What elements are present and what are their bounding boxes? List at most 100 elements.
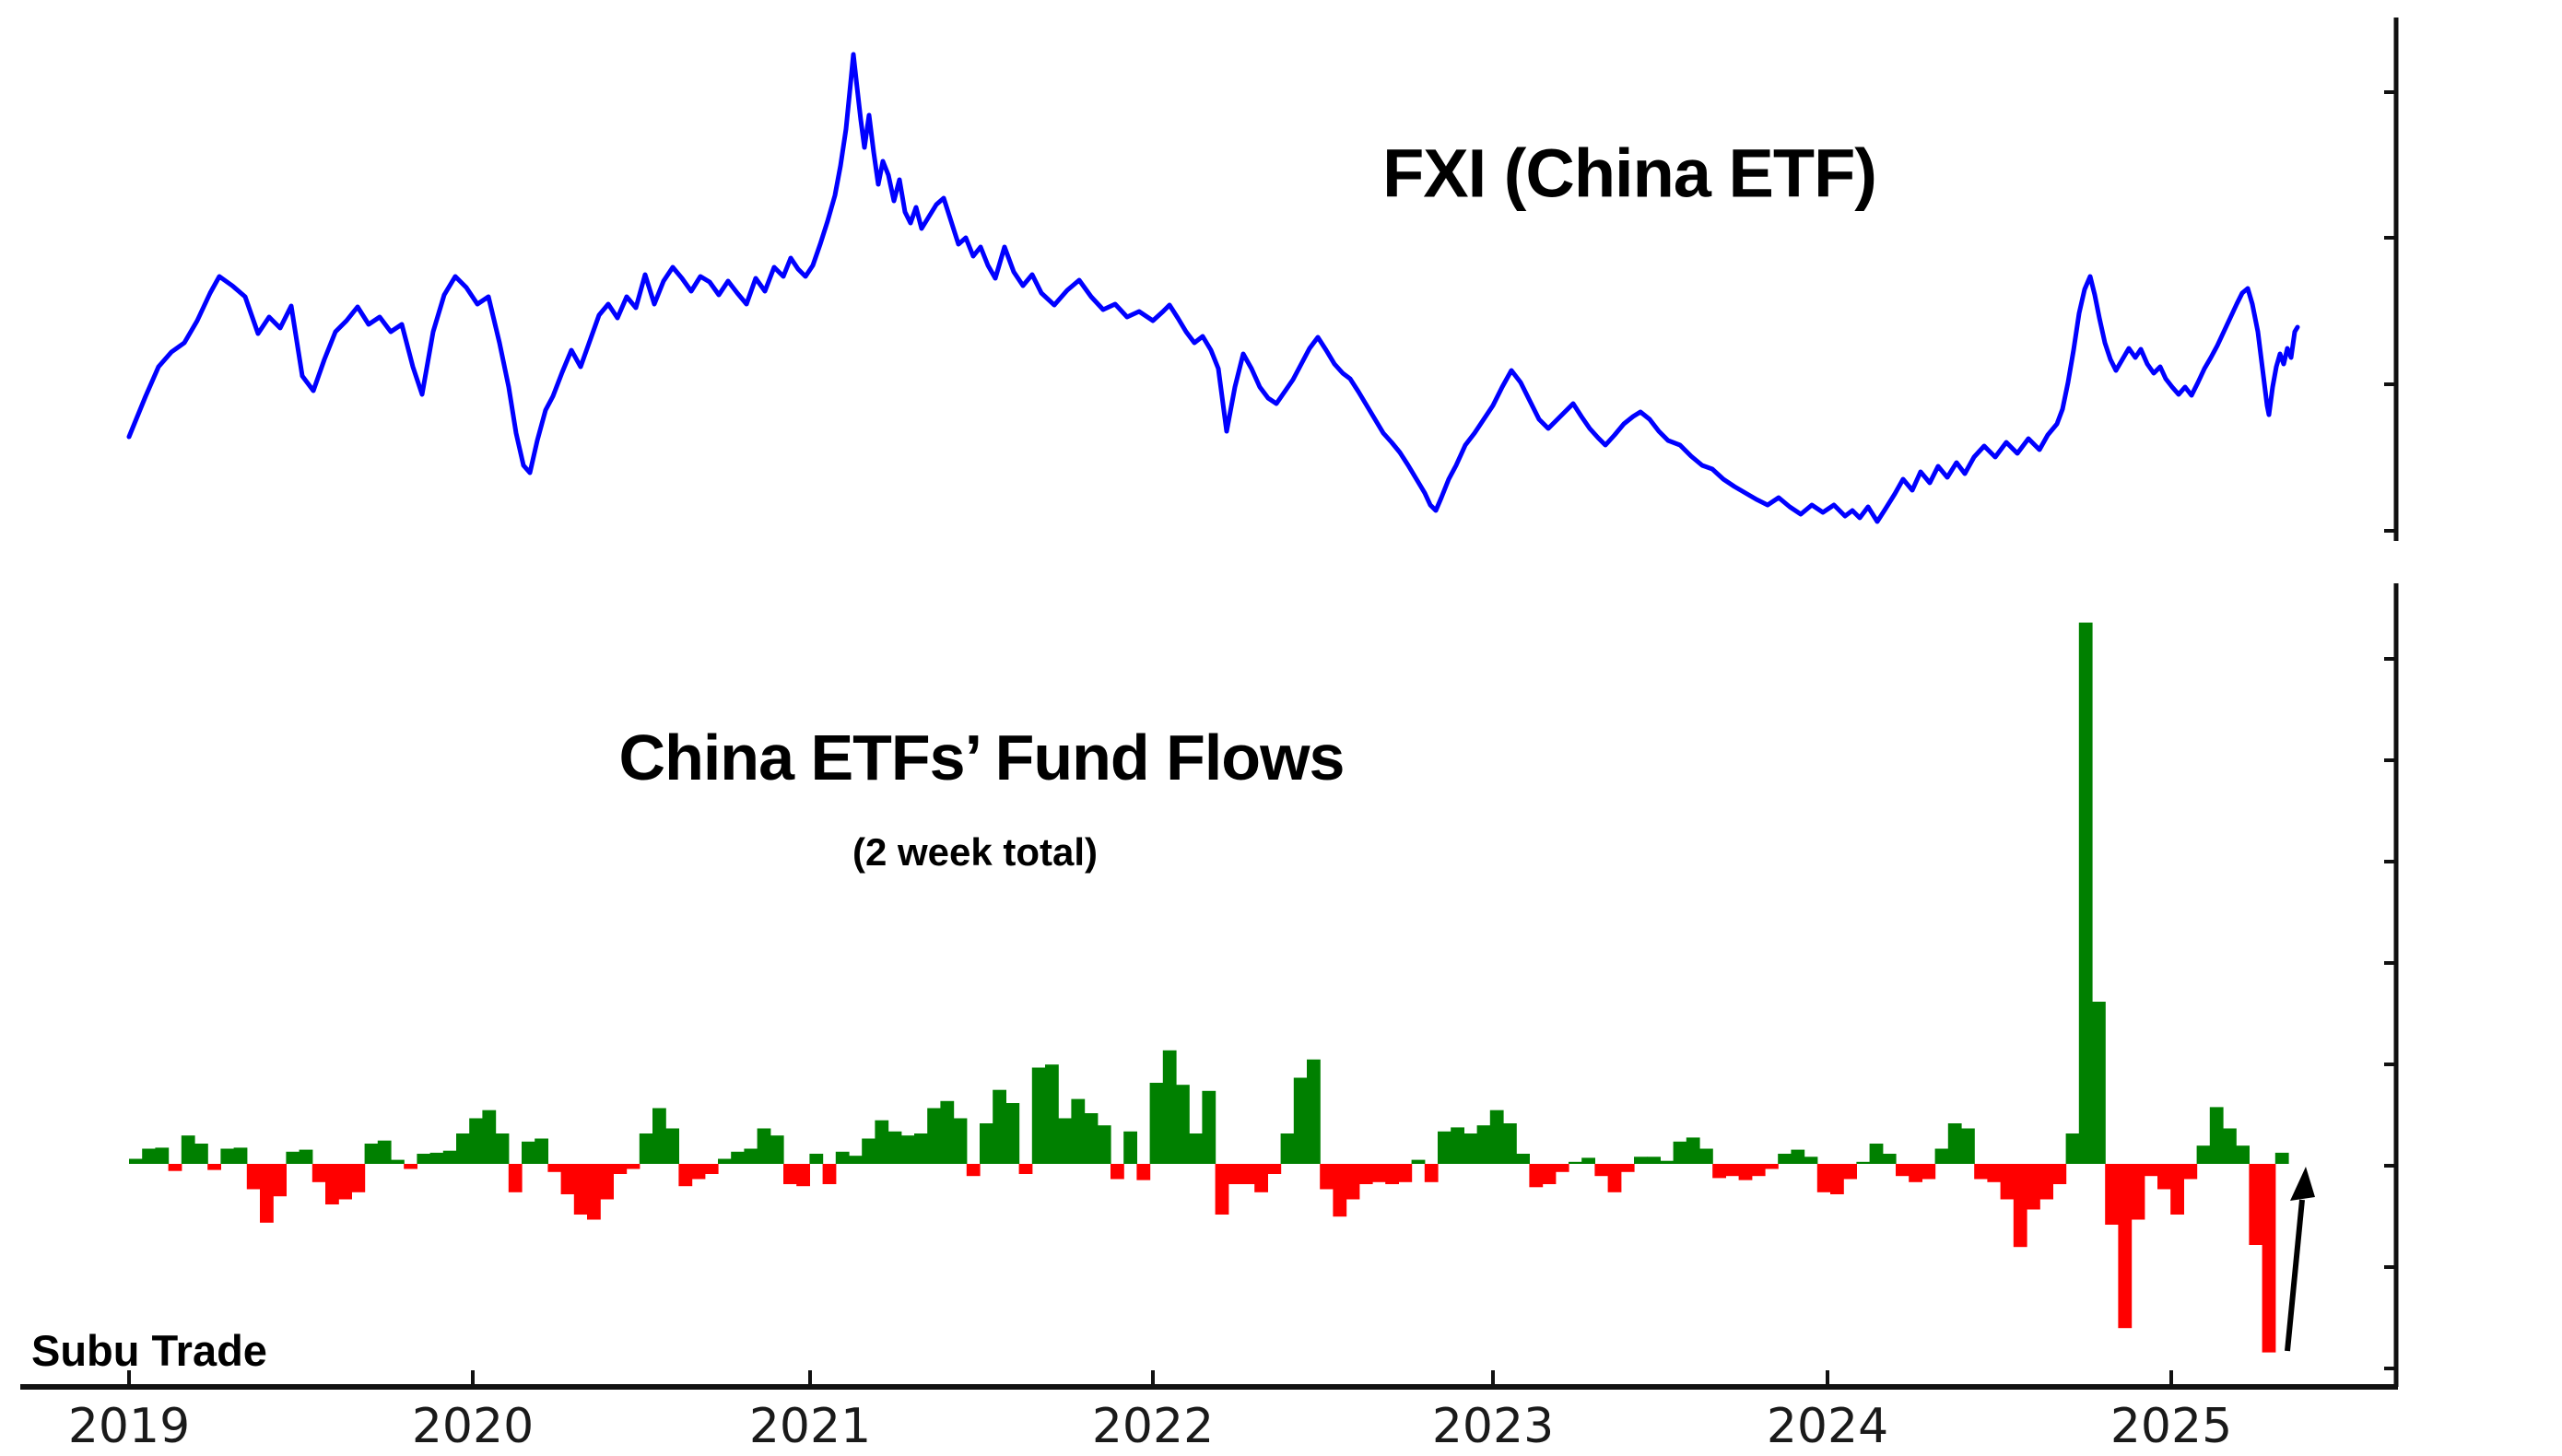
outflow-bar [404, 1164, 417, 1169]
outflow-bar [1843, 1164, 1857, 1180]
inflow-bar [522, 1141, 535, 1164]
inflow-bar [1071, 1098, 1086, 1164]
inflow-bar [1961, 1128, 1975, 1164]
outflow-bar [2183, 1164, 2198, 1180]
outflow-bar [796, 1164, 810, 1187]
inflow-bar [835, 1151, 850, 1164]
inflow-bar [1476, 1125, 1491, 1164]
up-arrow-shaft [2285, 1199, 2305, 1352]
inflow-bar [757, 1128, 771, 1164]
inflow-bar [1280, 1133, 1295, 1164]
outflow-bar [325, 1164, 339, 1204]
inflow-bar [1058, 1118, 1072, 1164]
outflow-bar [1765, 1164, 1779, 1169]
outflow-bar [1738, 1164, 1753, 1180]
inflow-bar [1463, 1133, 1478, 1164]
outflow-bar [1555, 1164, 1569, 1172]
inflow-bar [900, 1135, 915, 1164]
outflow-bar [573, 1164, 588, 1215]
outflow-bar [1896, 1164, 1910, 1177]
outflow-bar [2131, 1164, 2145, 1220]
inflow-bar [1123, 1131, 1137, 1164]
outflow-bar [1372, 1164, 1386, 1182]
inflow-bar [875, 1120, 889, 1164]
inflow-bar [194, 1144, 208, 1164]
inflow-bar [1686, 1137, 1700, 1164]
outflow-bar [587, 1164, 601, 1220]
outflow-bar [1333, 1164, 1347, 1217]
outflow-bar [1607, 1164, 1622, 1192]
inflow-bar [181, 1135, 195, 1164]
inflow-bar [1176, 1085, 1190, 1164]
outflow-bar [1594, 1164, 1609, 1177]
inflow-bar [286, 1151, 300, 1164]
outflow-bar [260, 1164, 274, 1223]
inflow-bar [953, 1118, 968, 1164]
inflow-bar [914, 1133, 928, 1164]
x-tick-label-2024: 2024 [1766, 1399, 1889, 1454]
inflow-bar [862, 1138, 876, 1164]
inflow-bar [1778, 1154, 1792, 1164]
inflow-bar [2236, 1145, 2250, 1164]
inflow-bar [940, 1100, 955, 1164]
inflow-bar [377, 1140, 392, 1164]
outflow-bar [2039, 1164, 2053, 1200]
inflow-bar [429, 1152, 444, 1164]
inflow-bar [2065, 1133, 2080, 1164]
inflow-bar [2274, 1152, 2289, 1164]
inflow-bar [2209, 1107, 2224, 1164]
outflow-bar [2105, 1164, 2119, 1225]
outflow-bar [1136, 1164, 1151, 1180]
bottom-chart-subtitle: (2 week total) [852, 830, 1099, 874]
outflow-bar [613, 1164, 628, 1174]
inflow-bar [1031, 1067, 1046, 1164]
inflow-bar [927, 1108, 941, 1164]
outflow-bar [547, 1164, 562, 1172]
outflow-bar [2170, 1164, 2184, 1215]
inflow-bar [456, 1133, 470, 1164]
inflow-bar [482, 1110, 497, 1164]
outflow-bar [1320, 1164, 1334, 1190]
outflow-bar [1529, 1164, 1544, 1188]
outflow-bar [311, 1164, 326, 1182]
inflow-bar [1934, 1148, 1949, 1164]
inflow-bar [364, 1144, 379, 1164]
outflow-bar [822, 1164, 837, 1184]
inflow-bar [1411, 1159, 1426, 1164]
inflow-bar [2196, 1145, 2211, 1164]
inflow-bar [2223, 1128, 2237, 1164]
inflow-bar [1293, 1077, 1308, 1164]
outflow-bar [560, 1164, 575, 1194]
inflow-bar [718, 1158, 732, 1164]
inflow-bar [809, 1154, 824, 1164]
outflow-bar [966, 1164, 981, 1177]
inflow-bar [993, 1089, 1006, 1164]
inflow-bar [1869, 1144, 1884, 1164]
inflow-bar [1162, 1050, 1177, 1164]
inflow-bar [2092, 1002, 2106, 1164]
inflow-bar [1673, 1141, 1687, 1164]
x-tick-label-2023: 2023 [1431, 1399, 1555, 1454]
outflow-bar [351, 1164, 366, 1192]
outflow-bar [1215, 1164, 1229, 1215]
inflow-bar [1084, 1113, 1099, 1164]
inflow-bar [1202, 1090, 1216, 1164]
inflow-bar [652, 1108, 666, 1164]
x-tick-label-2020: 2020 [411, 1399, 535, 1454]
outflow-bar [1358, 1164, 1373, 1184]
inflow-bar [1647, 1157, 1661, 1164]
outflow-bar [1751, 1164, 1766, 1177]
outflow-bar [246, 1164, 261, 1190]
inflow-bar [495, 1133, 510, 1164]
outflow-bar [678, 1164, 693, 1187]
x-tick-label-2022: 2022 [1091, 1399, 1215, 1454]
outflow-bar [1987, 1164, 2002, 1182]
outflow-bar [2118, 1164, 2133, 1329]
outflow-bar [1228, 1164, 1242, 1184]
inflow-bar [770, 1135, 784, 1164]
outflow-bar [2249, 1164, 2263, 1245]
outflow-bar [2052, 1164, 2067, 1184]
inflow-bar [1307, 1059, 1321, 1164]
